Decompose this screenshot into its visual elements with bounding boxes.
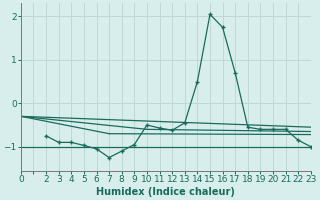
X-axis label: Humidex (Indice chaleur): Humidex (Indice chaleur) <box>96 187 235 197</box>
